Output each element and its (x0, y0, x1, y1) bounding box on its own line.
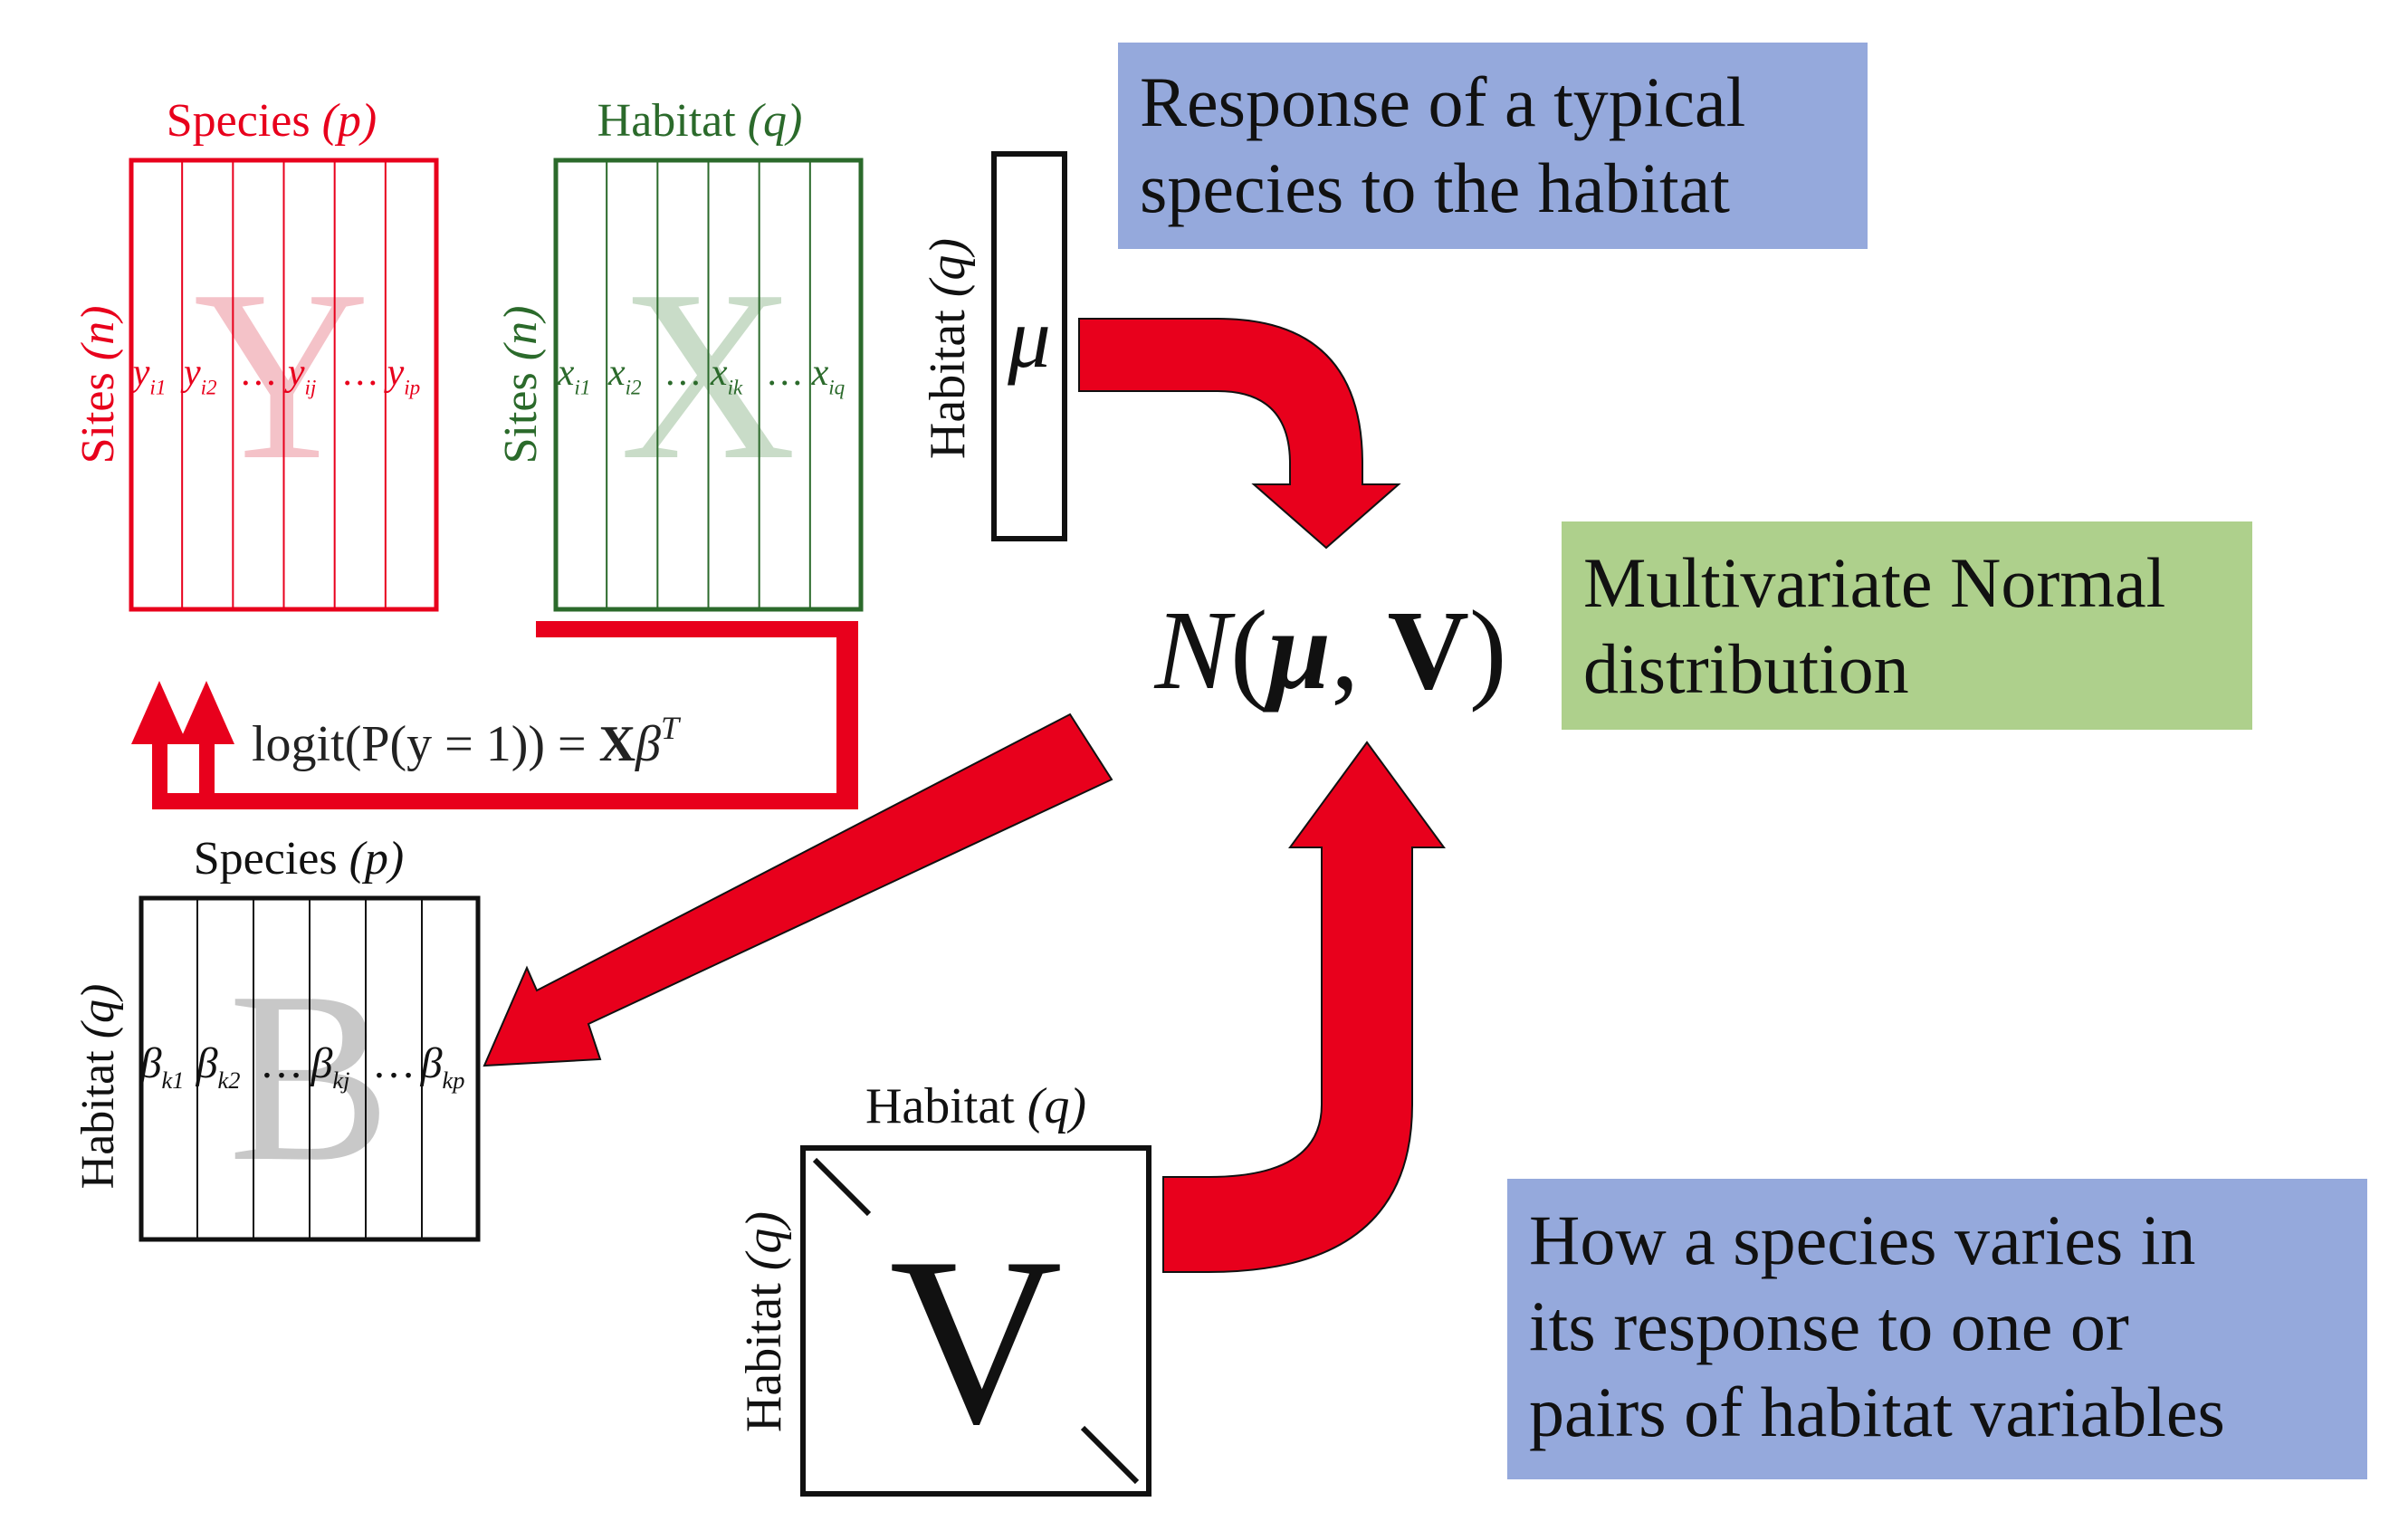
x-cells: xi1 xi2… xik… xiq (557, 352, 845, 399)
x-cell: … (664, 352, 702, 394)
y-cell: … (341, 352, 379, 394)
b-cell: … (372, 1039, 416, 1087)
b-matrix: B βk1 βk2… βkj… βkp Species (p) Habitat (q) (72, 833, 481, 1242)
mvn-box-line-2: distribution (1583, 629, 1909, 709)
b-cell: βk2 (196, 1039, 241, 1094)
response-box: Response of a typical species to the hab… (1118, 43, 1868, 249)
response-box-line-2: species to the habitat (1140, 148, 1730, 228)
y-cell: … (239, 352, 277, 394)
mu-side-label: Habitat (q) (920, 238, 976, 459)
y-matrix-side-label: Sites (n) (72, 306, 124, 464)
y-cell: yij (284, 352, 317, 399)
x-cell: xi1 (557, 352, 591, 399)
b-matrix-side-label: Habitat (q) (72, 984, 124, 1190)
arrow-mu-to-distribution (1078, 318, 1401, 550)
distribution-expression: N(μ, V) (1154, 588, 1507, 713)
b-cells: βk1 βk2… βkj… βkp (139, 1039, 465, 1094)
response-box-line-1: Response of a typical (1140, 62, 1746, 141)
v-letter: V (889, 1209, 1062, 1474)
x-matrix-title: Habitat (q) (597, 95, 803, 147)
y-matrix: Y yi1 yi2… yij… yip Species (p) Sites (n) (72, 95, 439, 612)
mu-vector: μ Habitat (q) (920, 151, 1067, 541)
y-cells: yi1 yi2… yij… yip (129, 352, 420, 399)
mu-symbol: μ (1007, 290, 1051, 386)
x-cell: … (766, 352, 804, 394)
x-matrix: X xi1 xi2… xik… xiq Habitat (q) Sites (n) (495, 95, 864, 612)
y-watermark-letter: Y (194, 240, 370, 511)
arrow-v-to-distribution (1162, 741, 1446, 1273)
logit-equation: logit(P(y = 1)) = XβT (252, 710, 682, 772)
mvn-box: Multivariate Normal distribution (1562, 521, 2252, 730)
v-matrix-side-label: Habitat (q) (736, 1211, 792, 1432)
x-column-dividers (606, 160, 811, 609)
b-cell: … (260, 1039, 303, 1087)
b-cell: βkj (311, 1039, 350, 1094)
x-matrix-side-label: Sites (n) (495, 306, 547, 464)
y-cell: yip (384, 352, 421, 399)
variation-box: How a species varies in its response to … (1507, 1179, 2367, 1479)
y-cell: yi1 (129, 352, 167, 399)
variation-box-line-1: How a species varies in (1529, 1201, 2196, 1279)
v-matrix-title: Habitat (q) (865, 1078, 1086, 1134)
y-column-dividers (181, 160, 387, 609)
variation-box-line-3: pairs of habitat variables (1529, 1373, 2225, 1452)
x-cell: xiq (811, 352, 846, 399)
y-cell: yi2 (180, 352, 217, 399)
variation-box-line-2: its response to one or (1529, 1287, 2129, 1366)
x-cell: xi2 (607, 352, 642, 399)
b-cell: βk1 (139, 1039, 185, 1094)
v-matrix: V Habitat (q) Habitat (q) (736, 1078, 1151, 1497)
mvn-box-line-1: Multivariate Normal (1583, 543, 2166, 622)
y-matrix-title: Species (p) (167, 95, 377, 147)
b-matrix-title: Species (p) (194, 833, 404, 885)
logit-feedback-arrow (131, 621, 858, 809)
b-column-dividers (196, 898, 423, 1239)
b-cell: βkp (420, 1039, 465, 1094)
arrow-distribution-to-b (483, 713, 1113, 1067)
x-cell: xik (710, 352, 743, 399)
